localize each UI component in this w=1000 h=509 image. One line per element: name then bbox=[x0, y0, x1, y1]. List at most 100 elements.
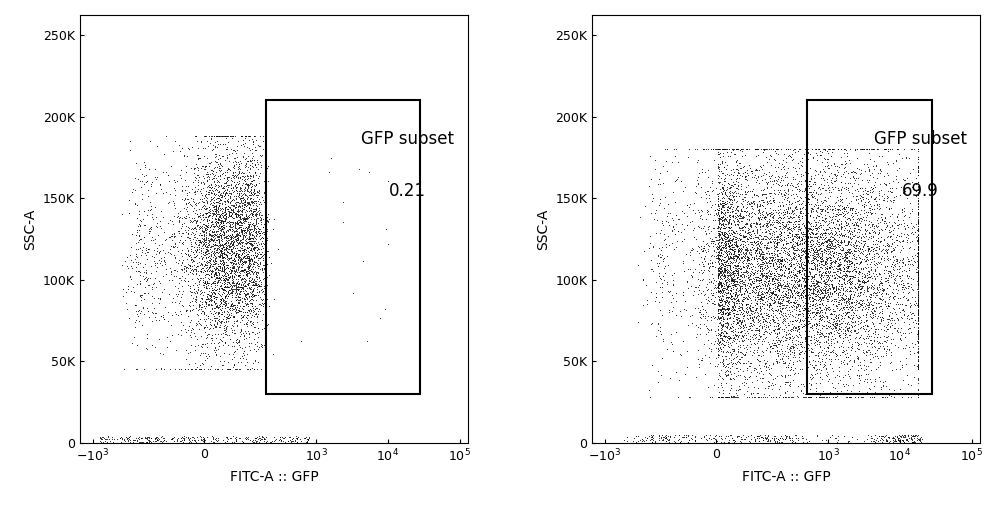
Point bbox=[884, 321, 900, 329]
Point bbox=[749, 276, 765, 284]
Point bbox=[208, 215, 224, 223]
Point bbox=[899, 314, 915, 322]
Point bbox=[738, 145, 754, 153]
Point bbox=[871, 189, 887, 197]
Point bbox=[655, 257, 671, 265]
Point bbox=[174, 220, 190, 228]
Point bbox=[184, 365, 200, 374]
Point bbox=[775, 261, 791, 269]
Point bbox=[834, 205, 850, 213]
Point bbox=[788, 323, 804, 331]
Point bbox=[781, 294, 797, 302]
Point bbox=[910, 255, 926, 263]
Point bbox=[240, 180, 256, 188]
Point bbox=[837, 326, 853, 334]
Point bbox=[241, 235, 257, 243]
Point bbox=[223, 235, 239, 243]
Point bbox=[715, 184, 731, 192]
Point bbox=[730, 271, 746, 279]
Point bbox=[818, 303, 834, 312]
Point bbox=[808, 320, 824, 328]
Point bbox=[840, 245, 856, 253]
Point bbox=[128, 434, 144, 442]
Point bbox=[820, 340, 836, 348]
Point bbox=[910, 213, 926, 221]
Point bbox=[868, 160, 884, 168]
Point bbox=[869, 337, 885, 345]
Point bbox=[744, 208, 760, 216]
Point bbox=[734, 222, 750, 231]
Point bbox=[725, 317, 741, 325]
Point bbox=[873, 290, 889, 298]
Point bbox=[716, 199, 732, 207]
Point bbox=[810, 212, 826, 220]
Point bbox=[819, 204, 835, 212]
Point bbox=[739, 393, 755, 401]
Point bbox=[642, 393, 658, 401]
Point bbox=[886, 193, 902, 201]
Point bbox=[194, 227, 210, 235]
Point bbox=[836, 275, 852, 284]
Point bbox=[234, 235, 250, 243]
Point bbox=[216, 264, 232, 272]
Point bbox=[225, 264, 241, 272]
Point bbox=[716, 268, 732, 276]
Point bbox=[769, 236, 785, 244]
Point bbox=[861, 283, 877, 291]
Point bbox=[840, 220, 856, 229]
Point bbox=[806, 285, 822, 293]
Point bbox=[879, 333, 895, 341]
Point bbox=[733, 244, 749, 252]
Point bbox=[852, 245, 868, 253]
Point bbox=[772, 201, 788, 209]
Point bbox=[863, 243, 879, 251]
Point bbox=[722, 236, 738, 244]
Point bbox=[758, 259, 774, 267]
Point bbox=[725, 263, 741, 271]
Point bbox=[190, 236, 206, 244]
Point bbox=[808, 243, 824, 251]
Point bbox=[235, 266, 251, 274]
Point bbox=[214, 365, 230, 374]
Point bbox=[847, 218, 863, 226]
Point bbox=[748, 372, 764, 380]
Point bbox=[702, 262, 718, 270]
Point bbox=[284, 437, 300, 445]
Point bbox=[787, 238, 803, 246]
Point bbox=[828, 310, 844, 319]
Point bbox=[769, 246, 785, 254]
Point bbox=[812, 308, 828, 316]
Point bbox=[245, 197, 261, 206]
Point bbox=[897, 176, 913, 184]
Point bbox=[803, 228, 819, 236]
Point bbox=[805, 288, 821, 296]
Point bbox=[825, 283, 841, 291]
Point bbox=[213, 335, 229, 344]
Point bbox=[715, 221, 731, 230]
Point bbox=[212, 249, 228, 258]
Point bbox=[194, 436, 210, 444]
Point bbox=[148, 189, 164, 197]
Point bbox=[223, 253, 239, 262]
Point bbox=[835, 290, 851, 298]
Point bbox=[833, 219, 849, 228]
Point bbox=[850, 393, 866, 401]
Point bbox=[240, 162, 256, 171]
Point bbox=[910, 269, 926, 277]
Point bbox=[811, 260, 827, 268]
Point bbox=[216, 223, 232, 232]
Point bbox=[758, 362, 774, 370]
Point bbox=[745, 197, 761, 205]
Point bbox=[762, 436, 778, 444]
Point bbox=[265, 350, 281, 358]
Point bbox=[810, 328, 826, 336]
Point bbox=[688, 235, 704, 243]
Point bbox=[738, 183, 754, 191]
Point bbox=[777, 266, 793, 274]
Point bbox=[715, 317, 731, 325]
Point bbox=[833, 359, 849, 367]
Point bbox=[740, 299, 756, 307]
Point bbox=[234, 304, 250, 312]
Point bbox=[844, 323, 860, 331]
Point bbox=[841, 278, 857, 286]
